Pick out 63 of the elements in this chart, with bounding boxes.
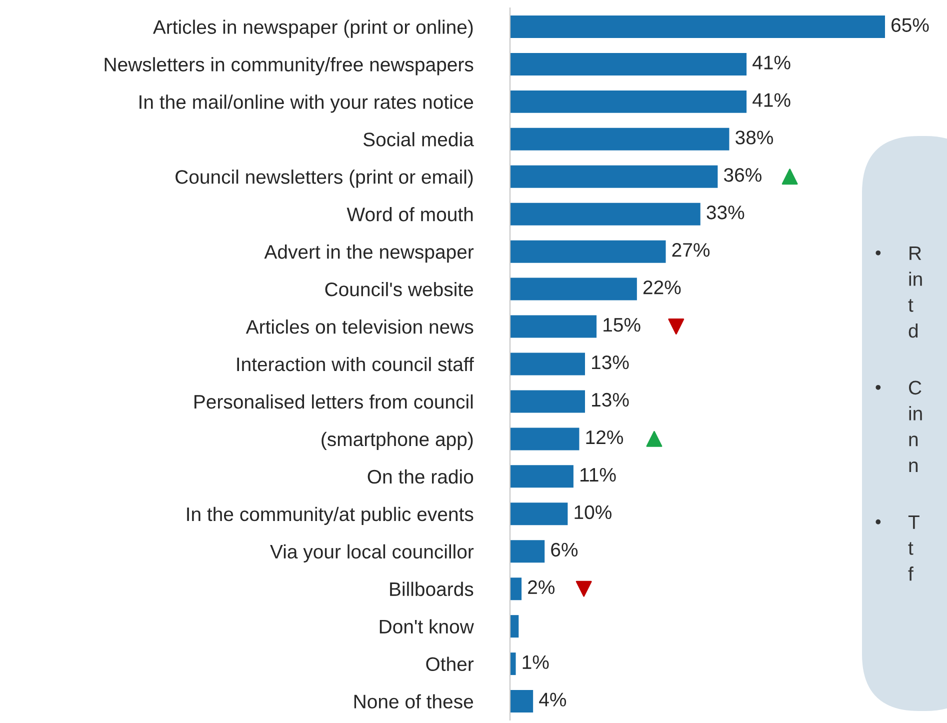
data-label: 12% bbox=[586, 430, 624, 444]
point bbox=[782, 168, 798, 185]
bar bbox=[510, 15, 885, 38]
y-tick-label: On the radio bbox=[368, 469, 474, 484]
data-label: 13% bbox=[592, 355, 629, 370]
y-tick-label: Advert in the newspaper bbox=[264, 244, 474, 263]
data-label: 33% bbox=[706, 206, 744, 220]
data-label: 38% bbox=[736, 130, 774, 144]
data-label: 41% bbox=[752, 56, 790, 70]
bar bbox=[510, 390, 585, 413]
bar bbox=[510, 278, 637, 300]
bar bbox=[510, 315, 597, 338]
point bbox=[576, 580, 592, 597]
point bbox=[646, 430, 662, 447]
y-tick-label: In the mail/online with your rates notice bbox=[140, 94, 474, 113]
y-tick-label: Articles in newspaper (print or online) bbox=[152, 20, 473, 38]
data-label: 15% bbox=[604, 318, 640, 332]
y-tick-label: Don't know bbox=[380, 619, 474, 634]
data-label: 65% bbox=[892, 18, 929, 32]
data-label: 10% bbox=[574, 505, 612, 520]
bar bbox=[510, 52, 747, 76]
bar bbox=[510, 690, 534, 713]
bar bbox=[510, 652, 516, 676]
y-tick-label: Other bbox=[426, 656, 474, 672]
data-label: 22% bbox=[643, 280, 681, 294]
bar bbox=[510, 165, 718, 188]
bar bbox=[510, 428, 580, 450]
y-tick-label: Billboards bbox=[390, 582, 474, 596]
data-label: 36% bbox=[724, 168, 762, 182]
point bbox=[668, 318, 684, 335]
y-tick-label: Council's website bbox=[325, 282, 474, 296]
data-label: 6% bbox=[551, 542, 578, 557]
y-tick-label: Social media bbox=[363, 132, 474, 146]
bar bbox=[510, 465, 574, 488]
y-tick-label: Via your local councillor bbox=[270, 544, 474, 562]
text: • R in t d bbox=[876, 246, 922, 338]
data-label: 4% bbox=[539, 692, 566, 706]
bar bbox=[510, 615, 519, 638]
bar bbox=[510, 578, 522, 600]
bar bbox=[510, 128, 730, 150]
y-tick-label: Personalised letters from council bbox=[194, 394, 473, 409]
bar bbox=[510, 90, 747, 113]
y-tick-label: Word of mouth bbox=[346, 207, 473, 222]
y-tick-label: None of these bbox=[354, 694, 474, 708]
bar bbox=[510, 202, 700, 226]
y-tick-label: In the community/at public events bbox=[187, 506, 474, 525]
y-tick-label: (smartphone app) bbox=[322, 432, 473, 450]
data-label: 1% bbox=[522, 655, 549, 669]
y-tick-label: Newsletters in community/free newspapers bbox=[104, 57, 474, 76]
bar bbox=[510, 352, 585, 376]
y-tick-label: Interaction with council staff bbox=[237, 356, 474, 372]
text: • T t f bbox=[876, 515, 920, 581]
data-label: 2% bbox=[528, 580, 555, 594]
y-tick-label: Articles on television news bbox=[246, 319, 474, 334]
data-label: 27% bbox=[672, 243, 710, 257]
text: • C in n n bbox=[876, 380, 922, 472]
data-label: 11% bbox=[580, 468, 616, 482]
bar bbox=[510, 540, 545, 563]
y-tick-label: Council newsletters (print or email) bbox=[176, 170, 473, 188]
data-label: 41% bbox=[752, 93, 790, 107]
data-label: 13% bbox=[592, 392, 629, 407]
bar bbox=[510, 240, 666, 263]
bar bbox=[510, 502, 568, 526]
